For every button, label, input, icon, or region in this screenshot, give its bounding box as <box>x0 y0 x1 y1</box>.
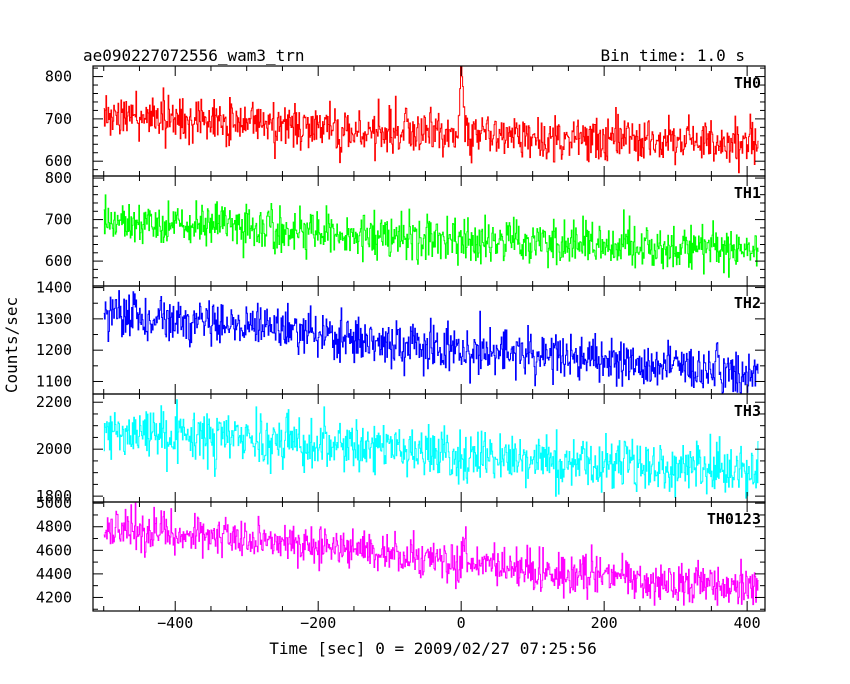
x-tick-label: 400 <box>734 614 761 632</box>
panel-th2: 1100 1200 1300 1400 TH2 <box>36 279 766 395</box>
panel-frame <box>92 285 766 395</box>
y-tick-label: 4400 <box>36 565 72 583</box>
y-tick-label: 700 <box>45 110 72 128</box>
panel-th0: 600 700 800 TH0 <box>45 65 766 177</box>
y-tick-label: 4800 <box>36 518 72 536</box>
y-tick-label: 4600 <box>36 541 72 559</box>
chart-title: ae090227072556_wam3_trn <box>83 46 305 65</box>
panel-th3: 1800 2000 2200 TH3 <box>36 393 766 505</box>
panel-label-th1: TH1 <box>734 184 761 202</box>
panel-frame <box>92 65 766 177</box>
panel-label-th2: TH2 <box>734 294 761 312</box>
panel-label-th0: TH0 <box>734 74 761 92</box>
y-tick-label: 1200 <box>36 341 72 359</box>
panel-th1: 600 700 800 TH1 <box>45 169 766 287</box>
x-axis-label: Time [sec] 0 = 2009/02/27 07:25:56 <box>269 639 597 658</box>
y-tick-label: 4200 <box>36 588 72 606</box>
x-tick-label: 200 <box>591 614 618 632</box>
y-tick-label: 600 <box>45 252 72 270</box>
y-tick-label: 800 <box>45 169 72 187</box>
y-tick-label: 2000 <box>36 440 72 458</box>
x-tick-label: −400 <box>157 614 193 632</box>
y-tick-label: 1800 <box>36 487 72 505</box>
panels-group: 600 700 800 TH0 600 700 800 TH1 1100 1200 1300 1400… <box>36 65 766 632</box>
y-tick-label: 2200 <box>36 393 72 411</box>
y-tick-label: 1100 <box>36 372 72 390</box>
series-line-th0 <box>103 66 759 174</box>
y-tick-label: 800 <box>45 68 72 86</box>
panel-frame <box>92 501 766 612</box>
y-axis-label: Counts/sec <box>2 297 21 393</box>
y-tick-label: 1300 <box>36 310 72 328</box>
bin-time-label: Bin time: 1.0 s <box>601 46 746 65</box>
panel-th0123: 4200 4400 4600 4800 5000 TH0123 <box>36 494 766 612</box>
series-line-th3 <box>103 399 759 499</box>
y-tick-label: 700 <box>45 211 72 229</box>
series-line-th1 <box>103 194 759 278</box>
y-tick-label: 600 <box>45 152 72 170</box>
x-tick-label: 0 <box>457 614 466 632</box>
series-line-th0123 <box>103 502 759 606</box>
y-tick-label: 1400 <box>36 279 72 297</box>
x-tick-label: −200 <box>300 614 336 632</box>
panel-label-th3: TH3 <box>734 402 761 420</box>
y-tick-label: 5000 <box>36 494 72 512</box>
x-tick-labels: −400 −200 0 200 400 <box>157 614 761 632</box>
panel-label-th0123: TH0123 <box>707 510 761 528</box>
series-line-th2 <box>103 290 759 394</box>
